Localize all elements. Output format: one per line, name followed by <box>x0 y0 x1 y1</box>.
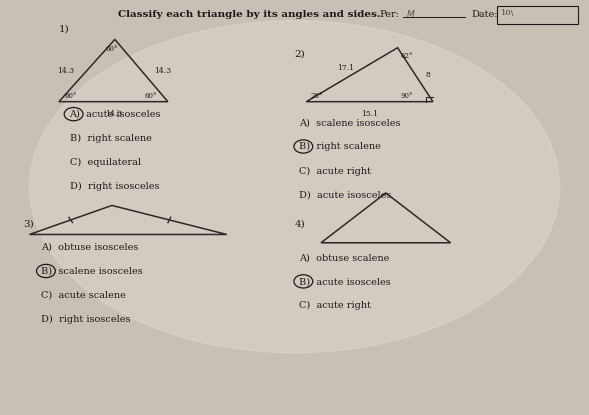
Text: A)  acute isosceles: A) acute isosceles <box>70 110 161 119</box>
Text: 10\: 10\ <box>501 9 514 17</box>
Text: 15.1: 15.1 <box>361 110 378 118</box>
Text: C)  acute right: C) acute right <box>299 301 371 310</box>
Text: D)  right isosceles: D) right isosceles <box>70 182 159 191</box>
Text: C)  equilateral: C) equilateral <box>70 158 141 167</box>
Text: M: M <box>406 10 414 19</box>
Text: B)  right scalene: B) right scalene <box>70 134 151 143</box>
Text: 8: 8 <box>426 71 431 79</box>
Text: 4): 4) <box>294 220 305 229</box>
Text: A)  obtuse scalene: A) obtuse scalene <box>299 253 389 262</box>
Text: 3): 3) <box>24 220 34 229</box>
Text: 62°: 62° <box>401 52 413 60</box>
Text: B)  acute isosceles: B) acute isosceles <box>299 277 391 286</box>
Text: 60°: 60° <box>105 45 118 53</box>
Text: 14.3: 14.3 <box>105 110 122 118</box>
Text: D)  right isosceles: D) right isosceles <box>41 315 131 324</box>
Text: Date:: Date: <box>471 10 498 20</box>
Text: 14.3: 14.3 <box>154 66 171 75</box>
Text: D)  acute isosceles: D) acute isosceles <box>299 190 392 200</box>
Text: Classify each triangle by its angles and sides.: Classify each triangle by its angles and… <box>118 10 380 20</box>
Text: 14.3: 14.3 <box>57 66 74 75</box>
Text: C)  acute scalene: C) acute scalene <box>41 291 126 300</box>
Text: 2): 2) <box>294 50 305 59</box>
Text: Per:: Per: <box>380 10 400 20</box>
Text: 17.1: 17.1 <box>337 64 355 72</box>
Text: A)  scalene isosceles: A) scalene isosceles <box>299 118 401 127</box>
Text: B)  right scalene: B) right scalene <box>299 142 381 151</box>
Text: 60°: 60° <box>65 92 77 100</box>
Text: 90°: 90° <box>401 93 413 100</box>
Text: 60°: 60° <box>144 92 157 100</box>
Text: 1): 1) <box>59 25 70 34</box>
Ellipse shape <box>29 21 560 353</box>
Text: C)  acute right: C) acute right <box>299 166 371 176</box>
Text: 28°: 28° <box>311 92 323 100</box>
Text: A)  obtuse isosceles: A) obtuse isosceles <box>41 243 138 252</box>
Text: B)  scalene isosceles: B) scalene isosceles <box>41 267 143 276</box>
